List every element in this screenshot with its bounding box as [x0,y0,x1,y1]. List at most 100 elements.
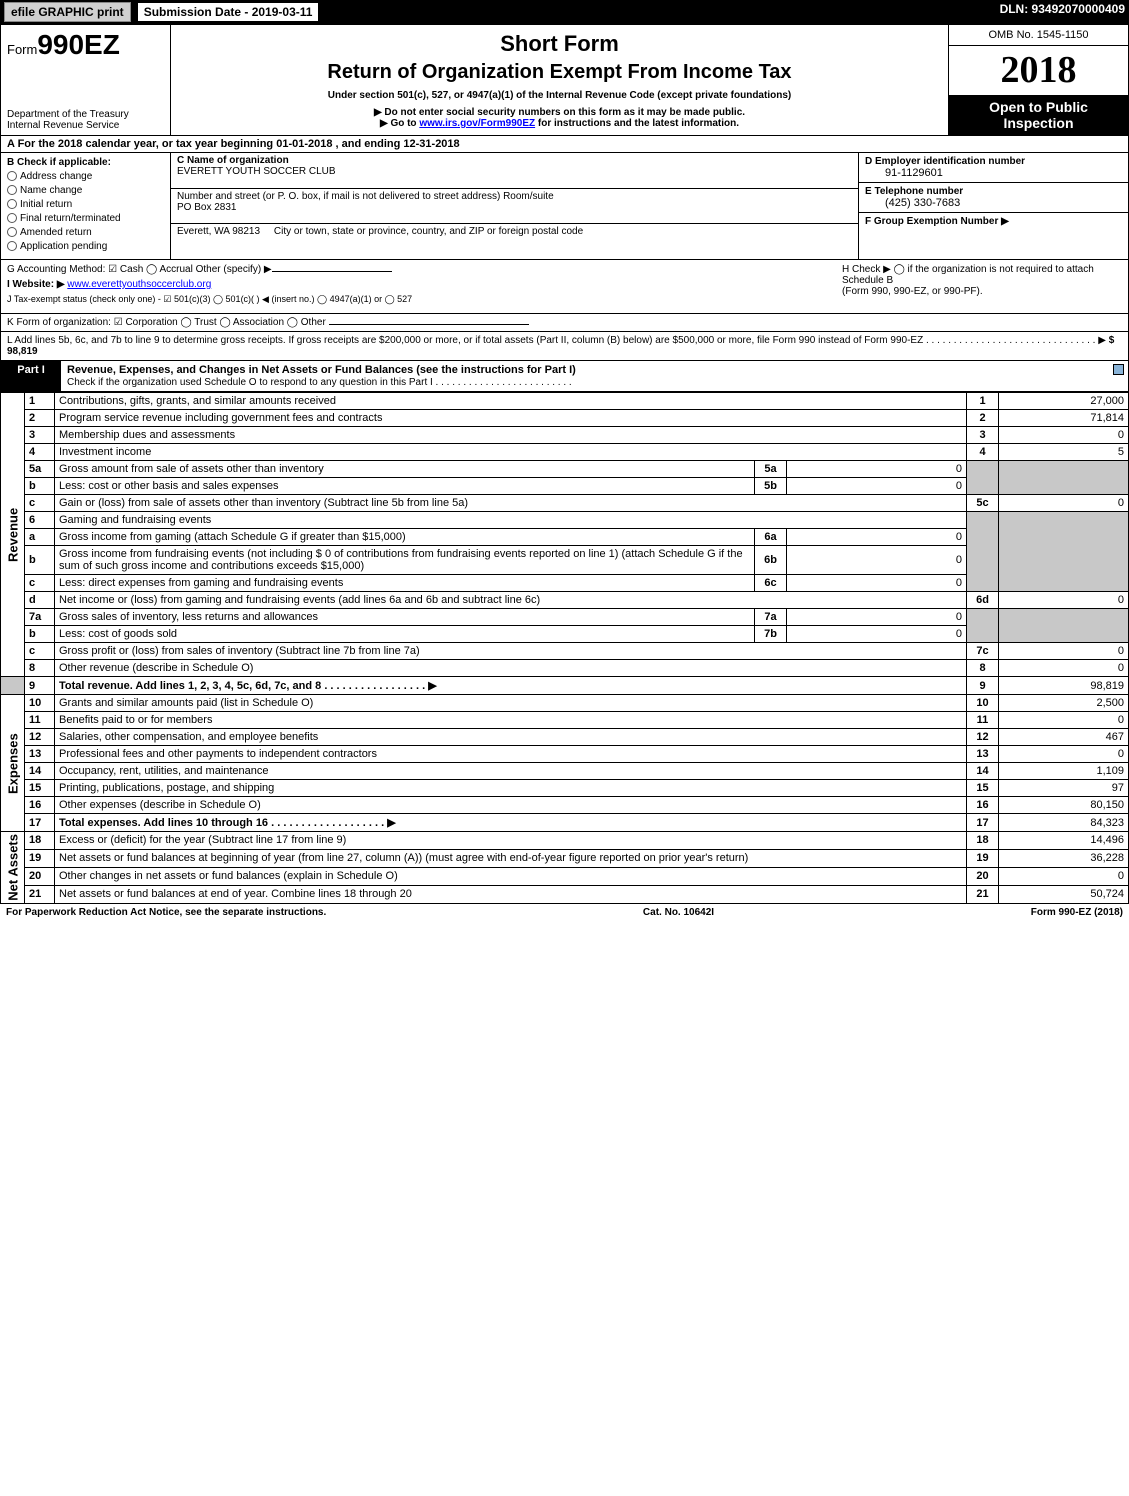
schedule-o-checkbox[interactable] [1113,364,1124,375]
dept-treasury: Department of the Treasury [7,109,164,120]
line-desc: Other expenses (describe in Schedule O) [59,799,261,811]
ssn-warning: ▶ Do not enter social security numbers o… [181,107,938,118]
form-id-footer: Form 990-EZ (2018) [1031,907,1123,918]
line-ref: 14 [967,763,999,780]
line-desc: Gross income from fundraising events (no… [59,548,743,572]
line-desc: Printing, publications, postage, and shi… [59,782,274,794]
line-desc: Net assets or fund balances at beginning… [59,852,748,864]
section-g-h: G Accounting Method: ☑ Cash ◯ Accrual Ot… [0,260,1129,314]
box-f-group-exemption: F Group Exemption Number ▶ [859,213,1128,230]
line-ref: 17 [967,814,999,832]
line-num: 4 [25,444,55,461]
checkbox-icon[interactable] [7,241,17,251]
line-ref: 6d [967,592,999,609]
line-ref: 15 [967,780,999,797]
line-desc: Program service revenue including govern… [59,412,382,424]
open-to-public: Open to Public Inspection [949,95,1128,135]
line-desc: Professional fees and other payments to … [59,748,377,760]
box-h-schedule-b: H Check ▶ ◯ if the organization is not r… [842,264,1122,309]
page-footer: For Paperwork Reduction Act Notice, see … [0,904,1129,921]
line-value: 1,109 [999,763,1129,780]
line-ref: 9 [967,677,999,695]
line-num: 18 [25,832,55,850]
website-link[interactable]: www.everettyouthsoccerclub.org [67,279,211,290]
line-desc: Investment income [59,446,151,458]
line-num: 16 [25,797,55,814]
line-desc: Membership dues and assessments [59,429,235,441]
line-ref: 12 [967,729,999,746]
line-value: 27,000 [999,393,1129,410]
line-value: 71,814 [999,410,1129,427]
form-header: Form990EZ Department of the Treasury Int… [0,24,1129,136]
line-value: 98,819 [999,677,1129,695]
line-ref: 20 [967,867,999,885]
org-info-row: B Check if applicable: Address change Na… [0,153,1129,260]
line-num: b [25,626,55,643]
line-desc: Occupancy, rent, utilities, and maintena… [59,765,269,777]
checkbox-icon[interactable] [7,185,17,195]
line-num: 21 [25,885,55,903]
under-section-text: Under section 501(c), 527, or 4947(a)(1)… [181,90,938,101]
sub-line-value: 0 [787,478,967,495]
line-value: 0 [999,746,1129,763]
line-desc: Gaming and fundraising events [59,514,211,526]
line-desc: Other revenue (describe in Schedule O) [59,662,253,674]
part-1-tab: Part I [1,361,61,391]
net-assets-side-label: Net Assets [1,832,25,904]
line-ref: 10 [967,695,999,712]
line-num: c [25,643,55,660]
website-line: I Website: ▶ www.everettyouthsoccerclub.… [7,279,842,290]
line-num: c [25,575,55,592]
box-c-address: Number and street (or P. O. box, if mail… [171,189,858,225]
goto-instruction: ▶ Go to www.irs.gov/Form990EZ for instru… [181,118,938,129]
box-b-checkboxes: B Check if applicable: Address change Na… [1,153,171,259]
line-ref: 16 [967,797,999,814]
line-num: b [25,546,55,575]
sub-line-ref: 7b [755,626,787,643]
line-value: 0 [999,867,1129,885]
line-num: 11 [25,712,55,729]
sub-line-ref: 6b [755,546,787,575]
part-1-subtitle: Check if the organization used Schedule … [67,377,572,388]
sub-line-value: 0 [787,575,967,592]
line-num: 17 [25,814,55,832]
line-num: 10 [25,695,55,712]
sub-line-ref: 6a [755,529,787,546]
checkbox-icon[interactable] [7,213,17,223]
line-desc: Total expenses. Add lines 10 through 16 … [59,817,396,829]
irs-link[interactable]: www.irs.gov/Form990EZ [419,118,535,129]
line-num: 6 [25,512,55,529]
line-l-gross-receipts: L Add lines 5b, 6c, and 7b to line 9 to … [0,332,1129,361]
expenses-side-label: Expenses [1,695,25,832]
line-value: 5 [999,444,1129,461]
line-ref: 11 [967,712,999,729]
sub-line-value: 0 [787,529,967,546]
efile-print-button[interactable]: efile GRAPHIC print [4,2,131,22]
checkbox-icon[interactable] [7,227,17,237]
line-value: 0 [999,427,1129,444]
line-value: 97 [999,780,1129,797]
line-num: 12 [25,729,55,746]
line-num: 8 [25,660,55,677]
tax-exempt-status: J Tax-exempt status (check only one) - ☑… [7,294,842,305]
line-value: 0 [999,495,1129,512]
line-value: 0 [999,660,1129,677]
line-num: a [25,529,55,546]
line-desc: Grants and similar amounts paid (list in… [59,697,313,709]
checkbox-icon[interactable] [7,171,17,181]
catalog-number: Cat. No. 10642I [643,907,714,918]
line-desc: Benefits paid to or for members [59,714,212,726]
top-bar: efile GRAPHIC print Submission Date - 20… [0,0,1129,24]
line-num: b [25,478,55,495]
line-num: 5a [25,461,55,478]
line-desc: Gross sales of inventory, less returns a… [59,611,318,623]
line-desc: Less: direct expenses from gaming and fu… [59,577,343,589]
sub-line-ref: 5a [755,461,787,478]
line-ref: 8 [967,660,999,677]
line-num: 2 [25,410,55,427]
section-a-tax-year: A For the 2018 calendar year, or tax yea… [0,136,1129,153]
checkbox-icon[interactable] [7,199,17,209]
submission-date: Submission Date - 2019-03-11 [137,2,320,22]
line-desc: Gross income from gaming (attach Schedul… [59,531,406,543]
line-desc: Net assets or fund balances at end of ye… [59,888,412,900]
